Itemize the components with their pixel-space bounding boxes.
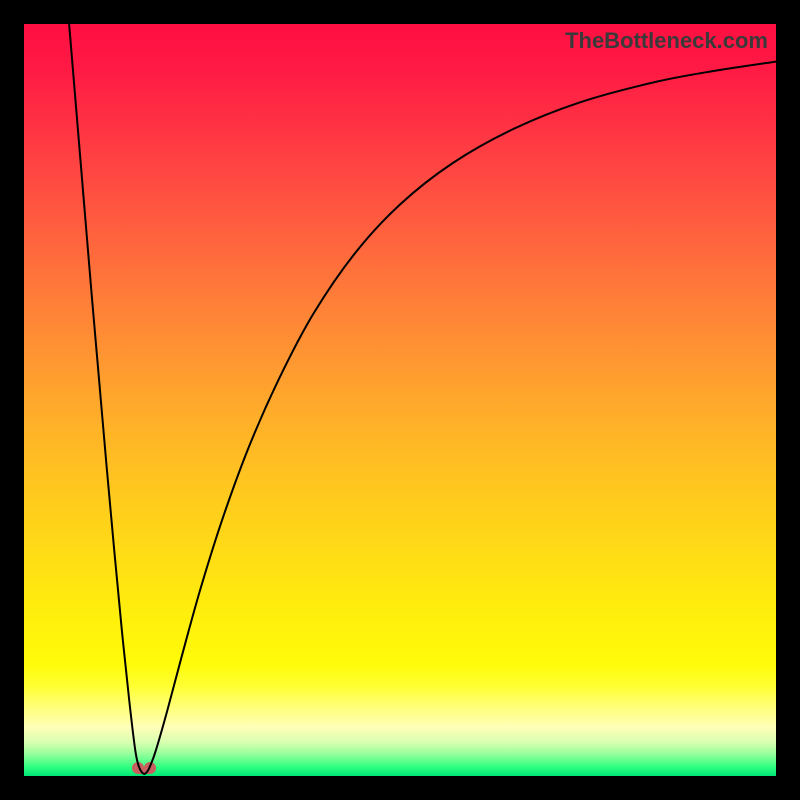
gradient-background xyxy=(24,24,776,776)
watermark-text: TheBottleneck.com xyxy=(565,28,768,54)
chart-frame: TheBottleneck.com xyxy=(0,0,800,800)
plot-area: TheBottleneck.com xyxy=(24,24,776,776)
